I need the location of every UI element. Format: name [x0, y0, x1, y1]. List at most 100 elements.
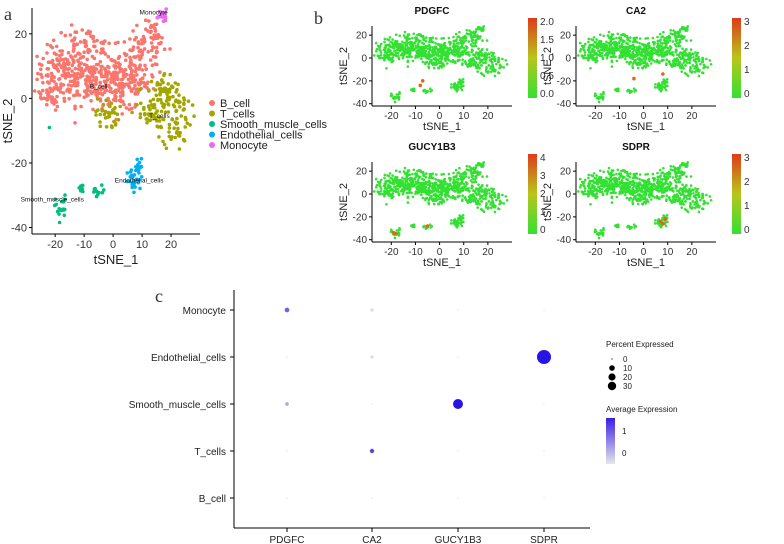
- data-point: [488, 56, 491, 59]
- data-point: [168, 47, 172, 51]
- data-point: [164, 146, 169, 151]
- data-point: [150, 63, 155, 68]
- data-point: [401, 40, 404, 44]
- data-point: [190, 103, 195, 107]
- data-point: [154, 33, 158, 37]
- series-t-cells: [94, 72, 196, 151]
- data-point: [142, 73, 147, 77]
- data-point: [697, 70, 701, 73]
- data-point: [682, 66, 685, 70]
- data-point: [67, 88, 71, 92]
- expression-dot: [543, 403, 545, 405]
- data-point: [678, 30, 682, 34]
- data-point: [63, 197, 67, 202]
- data-point: [377, 191, 381, 194]
- data-point: [628, 44, 632, 48]
- data-point: [497, 60, 501, 64]
- data-point: [71, 44, 76, 48]
- data-point: [114, 73, 119, 78]
- data-point: [158, 82, 163, 87]
- gene-label: SDPR: [530, 535, 558, 544]
- data-point: [666, 84, 669, 87]
- data-point: [663, 45, 667, 49]
- data-point: [472, 171, 476, 174]
- data-point: [452, 52, 455, 56]
- data-point: [383, 176, 386, 180]
- data-point: [602, 184, 605, 187]
- data-point: [697, 74, 701, 78]
- data-point: [391, 174, 394, 177]
- data-point: [484, 61, 488, 65]
- data-point: [388, 53, 391, 57]
- data-point: [132, 55, 136, 59]
- data-point: [436, 194, 440, 197]
- data-point: [631, 201, 634, 204]
- data-point: [377, 180, 380, 184]
- data-point: [74, 72, 79, 76]
- data-point: [678, 40, 682, 43]
- data-point: [444, 183, 447, 186]
- data-point: [408, 185, 412, 189]
- data-point: [577, 54, 580, 57]
- data-point: [472, 35, 476, 38]
- data-point: [105, 78, 110, 82]
- data-point: [645, 184, 648, 188]
- data-point: [457, 53, 461, 57]
- data-point: [375, 183, 379, 187]
- expression-dot: [286, 497, 288, 499]
- data-point: [680, 70, 683, 73]
- y-axis-title: tSNE_2: [542, 47, 554, 85]
- data-point: [619, 172, 623, 176]
- expression-dot: [371, 403, 373, 405]
- data-point: [172, 126, 176, 130]
- data-point: [149, 48, 154, 53]
- data-point: [705, 57, 708, 61]
- data-point: [166, 82, 170, 86]
- expression-dot: [453, 399, 463, 409]
- legend-key: [209, 121, 215, 127]
- data-point: [628, 40, 632, 43]
- x-tick-label: -10: [612, 247, 627, 258]
- y-axis-title: tSNE_2: [542, 183, 554, 221]
- data-point: [474, 180, 478, 184]
- data-point: [387, 185, 390, 188]
- data-point: [688, 61, 691, 65]
- data-point: [467, 40, 471, 43]
- data-point: [422, 54, 426, 57]
- data-point: [456, 35, 459, 39]
- data-point: [127, 64, 132, 69]
- data-point: [459, 45, 463, 49]
- data-point: [379, 187, 383, 190]
- data-point: [411, 44, 415, 47]
- y-tick-label: 20: [560, 167, 572, 178]
- data-point: [383, 173, 387, 177]
- data-point: [384, 48, 387, 52]
- data-point: [601, 98, 605, 101]
- data-point: [138, 81, 143, 86]
- tsne-cluster-plot: -20 -10 0 10 20-40-20020tSNE_1tSNE_2B_cellT_…: [0, 7, 327, 267]
- data-point: [177, 147, 182, 151]
- data-point: [595, 38, 598, 41]
- data-point: [76, 67, 81, 71]
- data-point: [632, 40, 635, 44]
- data-point: [407, 33, 411, 36]
- data-point: [468, 54, 471, 57]
- x-tick-label: 20: [165, 239, 177, 251]
- data-point: [655, 186, 658, 189]
- data-point: [38, 95, 43, 100]
- data-point: [161, 139, 165, 144]
- data-point: [457, 189, 461, 193]
- colorbar: [732, 18, 741, 98]
- data-point: [475, 164, 478, 167]
- data-point: [607, 52, 611, 55]
- data-point: [583, 51, 587, 54]
- legend-key: [209, 142, 215, 148]
- data-point: [127, 85, 132, 89]
- data-point: [411, 180, 415, 183]
- data-point: [481, 175, 484, 178]
- data-point: [146, 50, 150, 54]
- data-point: [470, 59, 474, 62]
- data-point: [659, 49, 663, 52]
- data-point: [98, 120, 102, 124]
- data-point: [79, 61, 83, 65]
